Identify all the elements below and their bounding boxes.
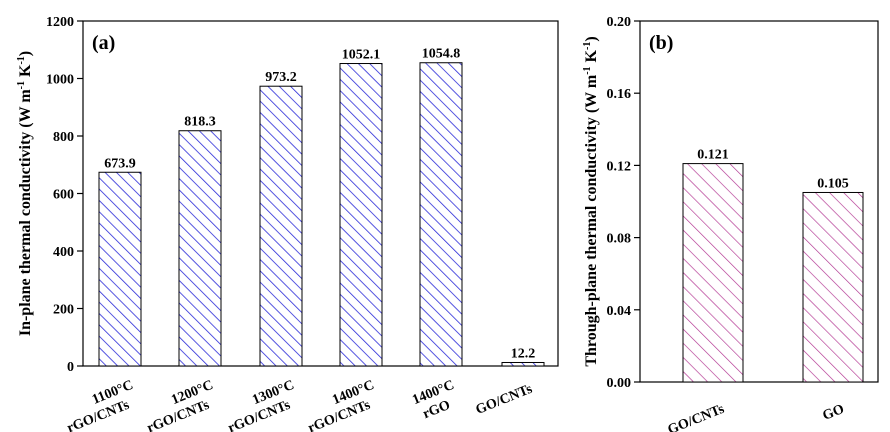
y-tick-label: 0.12 — [607, 159, 632, 174]
data-label: 818.3 — [184, 115, 216, 130]
y-tick-label: 0 — [67, 360, 74, 375]
bar — [178, 130, 222, 367]
y-tick-label: 1200 — [46, 15, 74, 30]
data-label: 0.121 — [697, 148, 729, 163]
bar — [259, 85, 303, 367]
y-tick-label: 0.20 — [607, 15, 632, 30]
y-tick-label: 400 — [53, 245, 74, 260]
chart-panel-b: (b) 0.000.040.080.120.160.20 0.1210.105 … — [582, 15, 879, 432]
data-label: 12.2 — [511, 346, 536, 361]
data-label: 973.2 — [265, 70, 297, 85]
y-tick-label: 600 — [53, 188, 74, 203]
y-tick-label: 0.08 — [607, 232, 632, 247]
plot-frame-a — [82, 20, 559, 367]
panel-label-b: (b) — [649, 32, 673, 54]
bar — [419, 62, 463, 367]
y-axis-title-b: Through-plane thermal conductivity (W m-… — [582, 36, 600, 366]
y-tick-label: 200 — [53, 303, 74, 318]
chart-panel-a: (a) 0 200 400 600 800 1000 1200 673.9 818.3 973.… — [16, 15, 559, 432]
plot-frame-b — [639, 20, 879, 383]
bar — [682, 163, 744, 383]
y-tick-label: 1000 — [46, 73, 74, 88]
bar — [802, 191, 864, 383]
panel-label-a: (a) — [92, 32, 115, 54]
bar — [339, 63, 383, 367]
data-label: 0.105 — [817, 176, 849, 191]
data-label: 1054.8 — [422, 47, 461, 62]
y-axis-title-a: In-plane thermal conductivity (W m-1 K-1… — [16, 51, 34, 336]
bar — [501, 361, 545, 367]
bar — [98, 171, 142, 367]
x-category-label: GO/CNTs — [474, 382, 535, 418]
y-tick-label: 0.16 — [607, 87, 632, 102]
x-category-label: GO — [821, 402, 847, 424]
data-label: 673.9 — [104, 156, 136, 171]
y-tick-label: 800 — [53, 130, 74, 145]
y-tick-label: 0.04 — [607, 304, 632, 319]
x-category-label: GO/CNTs — [666, 402, 727, 432]
data-label: 1052.1 — [342, 48, 381, 63]
y-tick-label: 0.00 — [607, 376, 632, 391]
